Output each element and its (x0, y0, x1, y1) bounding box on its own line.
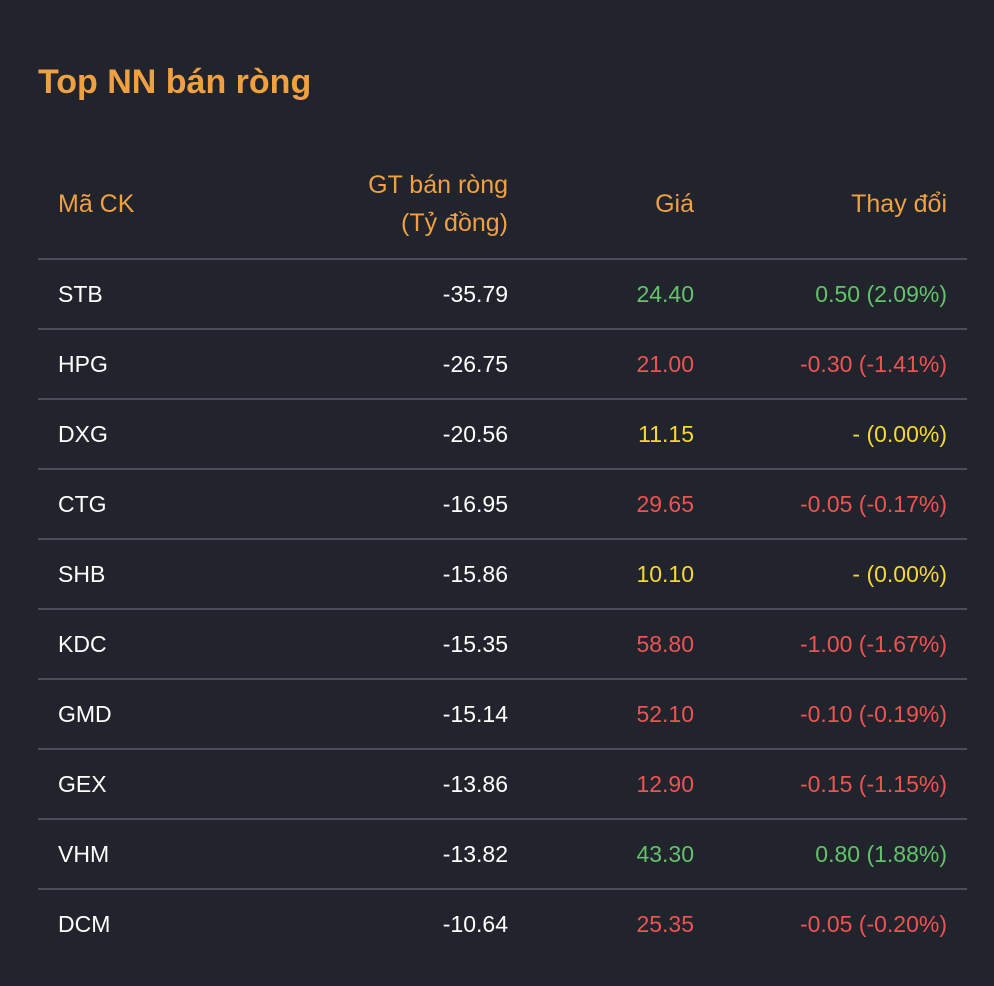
table-row[interactable]: DCM -10.64 25.35 -0.05 (-0.20%) (38, 889, 967, 958)
table-header-row: Mã CK GT bán ròng (Tỷ đồng) Giá Thay đổi (38, 150, 967, 260)
cell-change: -1.00 (-1.67%) (714, 609, 967, 680)
cell-net-sell-value: -16.95 (246, 469, 528, 540)
cell-symbol: SHB (38, 539, 246, 610)
cell-net-sell-value: -26.75 (246, 329, 528, 400)
table-row[interactable]: SHB -15.86 10.10- (0.00%) (38, 539, 967, 610)
cell-net-sell-value: -15.35 (246, 609, 528, 680)
cell-net-sell-value: -15.86 (246, 539, 528, 610)
table-row[interactable]: DXG -20.56 11.15- (0.00%) (38, 399, 967, 470)
cell-symbol: GMD (38, 679, 246, 750)
cell-price: 58.80 (528, 609, 714, 680)
cell-change: -0.05 (-0.17%) (714, 469, 967, 540)
net-sell-table: Mã CK GT bán ròng (Tỷ đồng) Giá Thay đổi… (38, 150, 967, 958)
cell-symbol: STB (38, 259, 246, 330)
cell-change: - (0.00%) (714, 539, 967, 610)
table-row[interactable]: KDC -15.35 58.80 -1.00 (-1.67%) (38, 609, 967, 680)
cell-change: -0.15 (-1.15%) (714, 749, 967, 820)
cell-net-sell-value: -13.86 (246, 749, 528, 820)
table-body: STB -35.79 24.40 0.50 (2.09%) HPG -26.75 21.00… (38, 259, 967, 958)
cell-net-sell-value: -13.82 (246, 819, 528, 890)
cell-symbol: DXG (38, 399, 246, 470)
column-header-change[interactable]: Thay đổi (714, 150, 967, 260)
table-row[interactable]: HPG -26.75 21.00 -0.30 (-1.41%) (38, 329, 967, 400)
column-header-net-sell-value-line1: GT bán ròng (368, 171, 508, 199)
cell-change: -0.30 (-1.41%) (714, 329, 967, 400)
table-row[interactable]: CTG -16.95 29.65 -0.05 (-0.17%) (38, 469, 967, 540)
cell-change: -0.05 (-0.20%) (799, 910, 947, 937)
table-row[interactable]: GMD -15.14 52.10 -0.10 (-0.19%) (38, 679, 967, 750)
cell-net-sell-value: -15.14 (246, 679, 528, 750)
cell-symbol: GEX (38, 749, 246, 820)
cell-price: 21.00 (528, 329, 714, 400)
cell-price: 25.35 (636, 910, 694, 937)
table-row[interactable]: VHM -13.82 43.30 0.80 (1.88%) (38, 819, 967, 890)
cell-price: 12.90 (528, 749, 714, 820)
cell-net-sell-value: -20.56 (246, 399, 528, 470)
cell-price: 24.40 (528, 259, 714, 330)
cell-price: 10.10 (528, 539, 714, 610)
cell-change: - (0.00%) (714, 399, 967, 470)
table-row[interactable]: STB -35.79 24.40 0.50 (2.09%) (38, 259, 967, 330)
cell-symbol: DCM (58, 910, 111, 937)
cell-price: 29.65 (528, 469, 714, 540)
cell-net-sell-value: -10.64 (442, 910, 508, 937)
cell-change: 0.50 (2.09%) (714, 259, 967, 330)
cell-change: -0.10 (-0.19%) (714, 679, 967, 750)
column-header-price[interactable]: Giá (528, 150, 714, 260)
cell-change: 0.80 (1.88%) (714, 819, 967, 890)
column-header-net-sell-value[interactable]: GT bán ròng (Tỷ đồng) (246, 150, 528, 260)
cell-symbol: CTG (38, 469, 246, 540)
cell-price: 43.30 (528, 819, 714, 890)
column-header-symbol[interactable]: Mã CK (38, 150, 246, 260)
cell-net-sell-value: -35.79 (246, 259, 528, 330)
cell-symbol: KDC (38, 609, 246, 680)
table-row[interactable]: GEX -13.86 12.90 -0.15 (-1.15%) (38, 749, 967, 820)
panel-title: Top NN bán ròng (38, 63, 312, 101)
cell-symbol: HPG (38, 329, 246, 400)
cell-price: 52.10 (528, 679, 714, 750)
cell-symbol: VHM (38, 819, 246, 890)
column-header-net-sell-value-line2: (Tỷ đồng) (401, 209, 508, 237)
cell-price: 11.15 (528, 399, 714, 470)
